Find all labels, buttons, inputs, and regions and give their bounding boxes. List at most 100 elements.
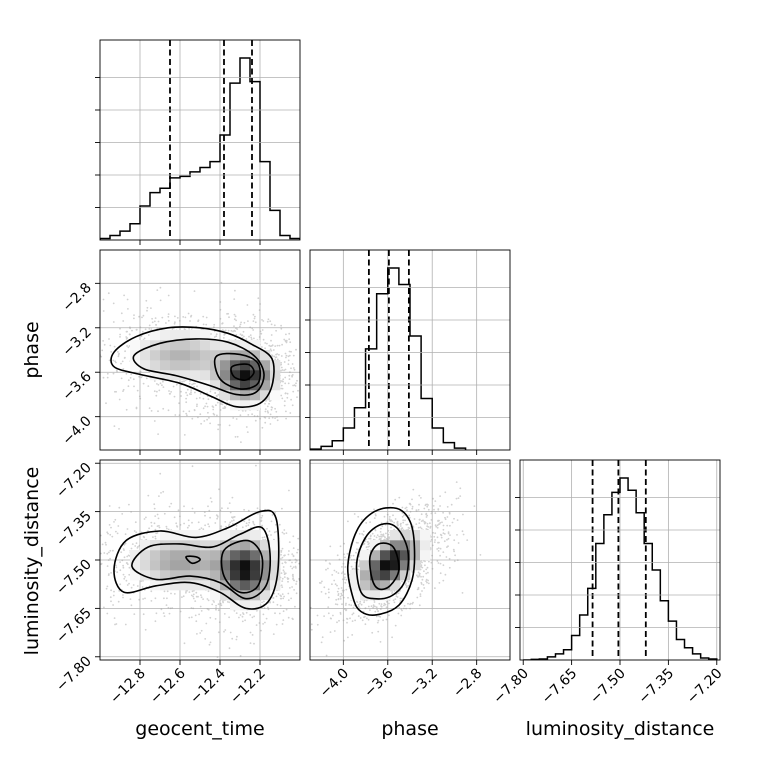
- sample-point: [342, 589, 345, 592]
- sample-point: [449, 534, 451, 536]
- sample-point: [228, 524, 230, 527]
- sample-point: [125, 372, 128, 375]
- density-cell: [240, 360, 251, 371]
- sample-point: [283, 573, 286, 576]
- sample-point: [378, 535, 381, 538]
- sample-point: [342, 562, 345, 565]
- sample-point: [112, 594, 115, 597]
- sample-point: [336, 554, 339, 557]
- sample-point: [106, 565, 109, 567]
- sample-point: [418, 604, 421, 607]
- sample-point: [240, 334, 243, 337]
- sample-point: [380, 605, 382, 607]
- sample-point: [462, 513, 464, 516]
- sample-point: [229, 511, 232, 514]
- sample-point: [419, 572, 421, 575]
- sample-point: [200, 594, 202, 597]
- sample-point: [191, 507, 194, 510]
- sample-point: [195, 591, 198, 594]
- sample-point: [293, 384, 296, 387]
- sample-point: [258, 622, 261, 624]
- sample-point: [399, 523, 402, 526]
- sample-point: [122, 368, 125, 370]
- sample-point: [183, 522, 186, 525]
- sample-point: [367, 545, 370, 548]
- sample-point: [415, 509, 418, 511]
- sample-point: [238, 616, 240, 619]
- sample-point: [274, 345, 277, 347]
- sample-point: [288, 374, 291, 377]
- sample-point: [195, 397, 198, 400]
- sample-point: [202, 598, 205, 600]
- sample-point: [126, 337, 129, 339]
- sample-point: [213, 326, 215, 328]
- sample-point: [249, 334, 252, 336]
- density-cell: [260, 550, 271, 561]
- sample-point: [425, 512, 428, 515]
- sample-point: [179, 515, 181, 518]
- sample-point: [283, 571, 286, 573]
- sample-point: [273, 355, 276, 358]
- panel-phase-vs-luminosity-distance: −4.0 −3.6 −3.2 −2.8: [309, 459, 511, 701]
- sample-point: [357, 615, 360, 617]
- density-cell: [230, 580, 241, 591]
- sample-point: [262, 338, 265, 341]
- sample-point: [233, 516, 235, 518]
- sample-point: [234, 330, 237, 332]
- sample-point: [168, 612, 171, 615]
- sample-point: [150, 307, 152, 309]
- sample-point: [239, 333, 242, 336]
- sample-point: [271, 416, 274, 419]
- sample-point: [251, 413, 254, 416]
- sample-point: [112, 372, 115, 375]
- sample-point: [438, 523, 441, 525]
- sample-point: [288, 550, 290, 552]
- sample-point: [216, 414, 218, 417]
- sample-point: [285, 356, 287, 359]
- sample-point: [156, 532, 159, 534]
- sample-point: [219, 301, 222, 303]
- sample-point: [261, 524, 263, 527]
- sample-point: [252, 329, 255, 331]
- density-cell: [240, 560, 251, 571]
- sample-point: [200, 610, 203, 612]
- sample-point: [256, 609, 258, 612]
- sample-point: [456, 559, 459, 562]
- sample-point: [148, 328, 151, 330]
- sample-point: [236, 328, 239, 330]
- sample-point: [156, 327, 159, 329]
- sample-point: [402, 521, 405, 524]
- sample-point: [196, 633, 198, 635]
- sample-point: [375, 606, 378, 609]
- sample-point: [376, 608, 378, 611]
- density-cell: [270, 540, 281, 551]
- sample-point: [396, 520, 399, 523]
- sample-point: [401, 597, 403, 600]
- sample-point: [425, 516, 428, 518]
- sample-point: [207, 411, 209, 414]
- sample-point: [155, 394, 158, 397]
- sample-point: [395, 595, 398, 598]
- sample-point: [219, 409, 222, 411]
- sample-point: [289, 341, 292, 344]
- sample-point: [162, 612, 165, 614]
- sample-point: [242, 612, 244, 614]
- sample-point: [292, 573, 294, 576]
- sample-point: [379, 608, 382, 610]
- sample-point: [285, 333, 287, 336]
- sample-point: [334, 603, 337, 605]
- density-cell: [220, 350, 231, 361]
- sample-point: [224, 406, 227, 409]
- sample-point: [247, 320, 249, 322]
- sample-point: [432, 497, 434, 500]
- sample-point: [108, 573, 110, 575]
- sample-point: [136, 585, 139, 587]
- sample-point: [407, 526, 410, 529]
- sample-point: [285, 417, 287, 420]
- sample-point: [466, 539, 469, 541]
- sample-point: [109, 557, 111, 560]
- sample-point: [321, 580, 323, 583]
- sample-point: [444, 491, 447, 494]
- sample-point: [388, 602, 390, 605]
- sample-point: [417, 586, 420, 589]
